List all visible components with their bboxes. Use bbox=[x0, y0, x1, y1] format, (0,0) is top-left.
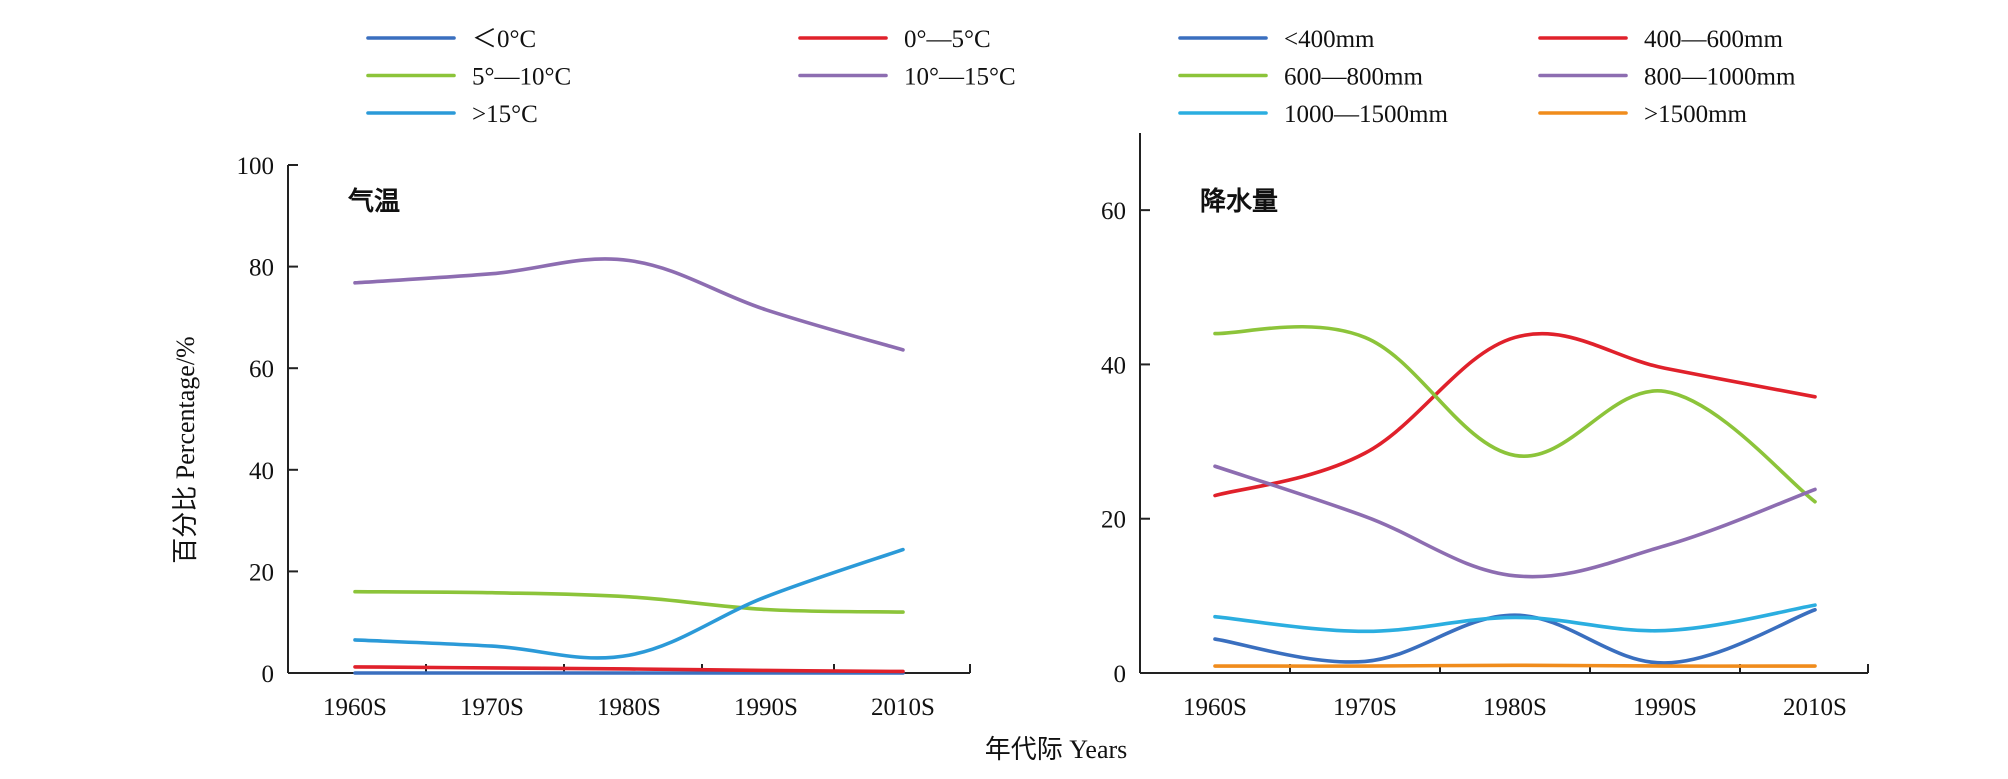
x-tick-label: 1990S bbox=[1633, 694, 1697, 721]
legend-label: 600—800mm bbox=[1284, 64, 1423, 91]
y-axis-title: 百分比 Percentage/% bbox=[171, 336, 200, 563]
y-tick-label: 0 bbox=[1114, 661, 1127, 688]
y-tick-label: 40 bbox=[249, 458, 274, 485]
y-tick-label: 60 bbox=[249, 356, 274, 383]
x-tick-label: 1960S bbox=[323, 694, 387, 721]
series-line-1500mm bbox=[1213, 663, 1817, 668]
legend-label: >1500mm bbox=[1644, 101, 1748, 128]
legend-label: 0°—5°C bbox=[904, 26, 991, 53]
legend-label: <400mm bbox=[1284, 26, 1375, 53]
series-line-800-1000mm bbox=[1213, 464, 1817, 579]
series-line-15-c bbox=[353, 547, 905, 660]
x-tick-label: 1980S bbox=[1483, 694, 1547, 721]
x-tick-label: 1960S bbox=[1183, 694, 1247, 721]
y-tick-label: 100 bbox=[237, 153, 275, 180]
panel-title: 降水量 bbox=[1200, 187, 1278, 217]
precipitation-legend: <400mm 400—600mm 600—800mm 800—1000mm 1000—1… bbox=[1178, 26, 1796, 128]
series-line-0-5-c bbox=[353, 665, 905, 674]
y-tick-label: 0 bbox=[262, 661, 275, 688]
y-tick-label: 20 bbox=[249, 559, 274, 586]
panel-title: 气温 bbox=[347, 186, 400, 217]
x-tick-label: 2010S bbox=[1783, 694, 1847, 721]
x-tick-label: 1970S bbox=[1333, 694, 1397, 721]
x-tick-label: 2010S bbox=[871, 694, 935, 721]
legend-label: 5°—10°C bbox=[472, 64, 571, 91]
x-tick-label: 1990S bbox=[734, 694, 798, 721]
legend-label: 400—600mm bbox=[1644, 26, 1783, 53]
x-axis-title: 年代际 Years bbox=[985, 735, 1128, 764]
legend-label: 800—1000mm bbox=[1644, 64, 1796, 91]
y-tick-label: 80 bbox=[249, 255, 274, 282]
y-tick-label: 60 bbox=[1101, 198, 1126, 225]
temperature-panel: 0 20 40 60 80 100 1960S 1970S 1980S 1990S 2010S 气温 bbox=[237, 153, 971, 721]
x-tick-label: 1970S bbox=[460, 694, 524, 721]
x-tick-label: 1980S bbox=[597, 694, 661, 721]
precipitation-panel: 0 20 40 60 1960S 1970S 1980S 1990S 2010S 降水量 bbox=[1101, 133, 1869, 721]
legend-label: ＜0°C bbox=[472, 26, 536, 53]
temperature-legend: ＜0°C 0°—5°C 5°—10°C 10°—15°C >15°C bbox=[366, 26, 1016, 128]
series-line-400-600mm bbox=[1213, 331, 1817, 498]
series-line-10-15-c bbox=[353, 257, 905, 352]
legend-label: >15°C bbox=[472, 101, 538, 128]
y-tick-label: 40 bbox=[1101, 352, 1126, 379]
series-line-400mm bbox=[1213, 607, 1817, 665]
series-line-5-10-c bbox=[353, 589, 905, 614]
y-tick-label: 20 bbox=[1101, 507, 1126, 534]
series-line-1000-1500mm bbox=[1213, 603, 1817, 634]
legend-label: 10°—15°C bbox=[904, 64, 1016, 91]
series-line-600-800mm bbox=[1213, 324, 1817, 504]
legend-label: 1000—1500mm bbox=[1284, 101, 1448, 128]
